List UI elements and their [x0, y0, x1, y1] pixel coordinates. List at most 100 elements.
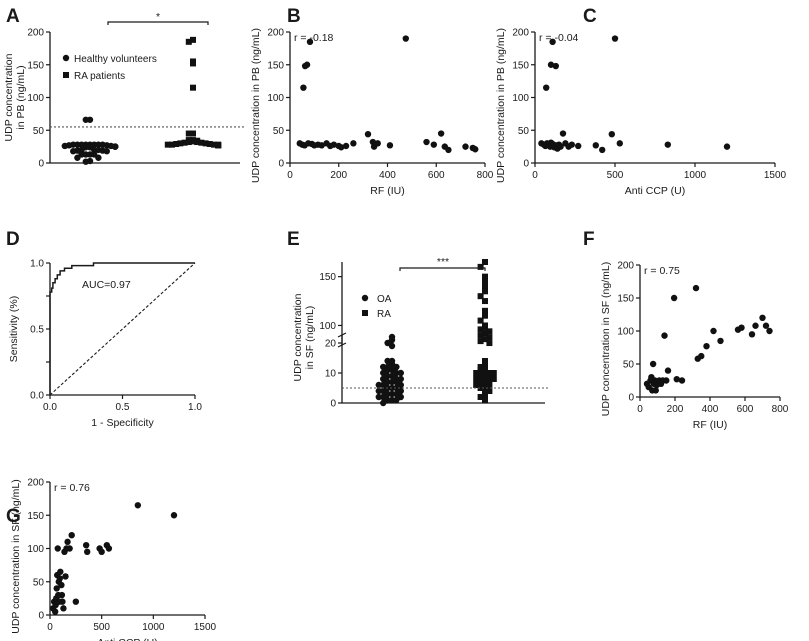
- data-point-circle: [661, 332, 668, 339]
- x-tick-label: 0: [47, 622, 53, 633]
- data-point-circle: [738, 324, 745, 331]
- y-axis-title: UDP concentration in SF (ng/mL): [600, 262, 612, 416]
- data-point-circle: [649, 360, 657, 368]
- data-point-square: [473, 382, 480, 388]
- legend-label: Healthy volunteers: [74, 54, 157, 65]
- data-point-circle: [717, 337, 724, 345]
- legend-marker-circle: [361, 294, 369, 302]
- data-point-circle: [72, 598, 80, 605]
- data-point-circle: [112, 143, 119, 150]
- data-point-square: [215, 142, 222, 149]
- panel-d: D 0.0 0.5 1.0 0.0 0.5 1.0 1 - Specificity Sensit…: [6, 229, 202, 429]
- data-point-circle: [134, 502, 142, 509]
- data-point-circle: [673, 375, 680, 383]
- data-point-square: [181, 139, 188, 146]
- data-point-circle: [388, 342, 396, 350]
- data-point-circle: [664, 141, 671, 148]
- data-point-circle: [599, 146, 606, 154]
- data-point-square: [486, 382, 493, 388]
- x-tick-label: 0: [637, 404, 643, 415]
- data-point-circle: [592, 142, 599, 149]
- data-point-circle: [388, 390, 396, 398]
- y-tick-label: 100: [267, 93, 284, 104]
- y-tick-label: 200: [27, 28, 44, 39]
- data-point-square: [185, 130, 192, 137]
- y-axis-title: Sensitivity (%): [8, 296, 20, 363]
- data-point-circle: [759, 314, 766, 321]
- y-tick-label: 0: [628, 393, 634, 404]
- y-axis-title-line: Sensitivity (%): [8, 296, 20, 363]
- x-axis-title: Anti CCP (U): [97, 637, 157, 641]
- panel-letter: A: [6, 6, 20, 27]
- data-point-circle: [703, 342, 710, 350]
- x-tick-label: 400: [379, 170, 396, 181]
- data-point-circle: [82, 158, 90, 165]
- data-point-circle: [472, 146, 479, 153]
- data-point-square: [477, 394, 484, 400]
- data-point-circle: [423, 138, 430, 146]
- data-point-square: [477, 367, 484, 373]
- axis-lower: [341, 335, 545, 404]
- y-axis-title: UDP concentration in SF (ng/mL): [292, 293, 316, 381]
- data-point-circle: [53, 585, 60, 592]
- y-tick-label: 0: [38, 159, 44, 170]
- data-point-circle: [723, 143, 731, 150]
- data-point-circle: [62, 573, 69, 580]
- data-point-circle: [82, 541, 90, 549]
- x-tick-label: 0: [287, 170, 293, 181]
- y-axis-title-line: in PB (ng/mL): [15, 65, 27, 129]
- y-axis-title-line: UDP concentration in SF (ng/mL): [600, 262, 612, 416]
- data-point-circle: [388, 396, 396, 404]
- data-point-square: [486, 340, 493, 347]
- data-point-circle: [393, 396, 400, 404]
- significance-label: *: [156, 11, 160, 23]
- panel-a: A 0 50 100 150 200 UDP concentration in PB (ng/…: [3, 6, 245, 170]
- data-point-square: [190, 138, 196, 145]
- data-point-circle: [58, 581, 65, 589]
- panel-letter: B: [287, 6, 301, 27]
- data-point-circle: [678, 377, 686, 384]
- data-point-circle: [64, 538, 71, 546]
- legend-label: RA: [377, 309, 391, 320]
- data-point-circle: [552, 62, 559, 70]
- data-point-square: [190, 60, 196, 67]
- data-point-circle: [766, 327, 773, 335]
- legend-label: RA patients: [74, 71, 125, 82]
- data-point-circle: [61, 142, 68, 150]
- panel-b: B 0 50 100 150 200 0 200 400 600 800 RF (IU) UDP con…: [250, 6, 494, 197]
- y-tick-label: 50: [273, 126, 285, 137]
- data-point-circle: [342, 142, 350, 150]
- x-tick-label: 600: [428, 170, 445, 181]
- reference-diagonal: [49, 262, 196, 396]
- x-axis-title: RF (IU): [693, 419, 727, 431]
- data-point-circle: [300, 84, 307, 91]
- data-point-circle: [84, 548, 91, 556]
- data-point-square: [482, 278, 488, 285]
- data-point-circle: [375, 381, 382, 389]
- data-point-square: [482, 324, 488, 331]
- data-point-square: [482, 397, 488, 403]
- data-point-circle: [437, 130, 445, 137]
- x-tick-label: 500: [93, 622, 110, 633]
- roc-curve: [49, 262, 195, 395]
- y-tick-label: 0.5: [30, 325, 44, 336]
- data-point-circle: [663, 377, 670, 384]
- data-point-circle: [568, 141, 575, 148]
- axis-frame: [49, 482, 205, 616]
- data-point-square: [190, 36, 196, 43]
- y-tick-label: 150: [319, 272, 336, 283]
- data-point-circle: [318, 142, 325, 149]
- correlation-label: r = 0.76: [54, 482, 90, 494]
- data-point-circle: [692, 284, 700, 292]
- data-point-circle: [445, 146, 452, 154]
- y-tick-label: 100: [512, 93, 529, 104]
- axis-frame: [639, 265, 780, 398]
- y-axis-title-line: UDP concentration in PB (ng/mL): [250, 28, 262, 183]
- legend-label: OA: [377, 294, 392, 305]
- data-point-circle: [616, 140, 623, 147]
- legend-marker-square: [362, 310, 368, 316]
- y-axis-title: UDP concentration in SF (ng/mL): [10, 479, 22, 633]
- correlation-label: r = -0.18: [294, 32, 334, 44]
- y-tick-label: 100: [27, 544, 44, 555]
- y-axis-title: UDP concentration in PB (ng/mL): [250, 28, 262, 183]
